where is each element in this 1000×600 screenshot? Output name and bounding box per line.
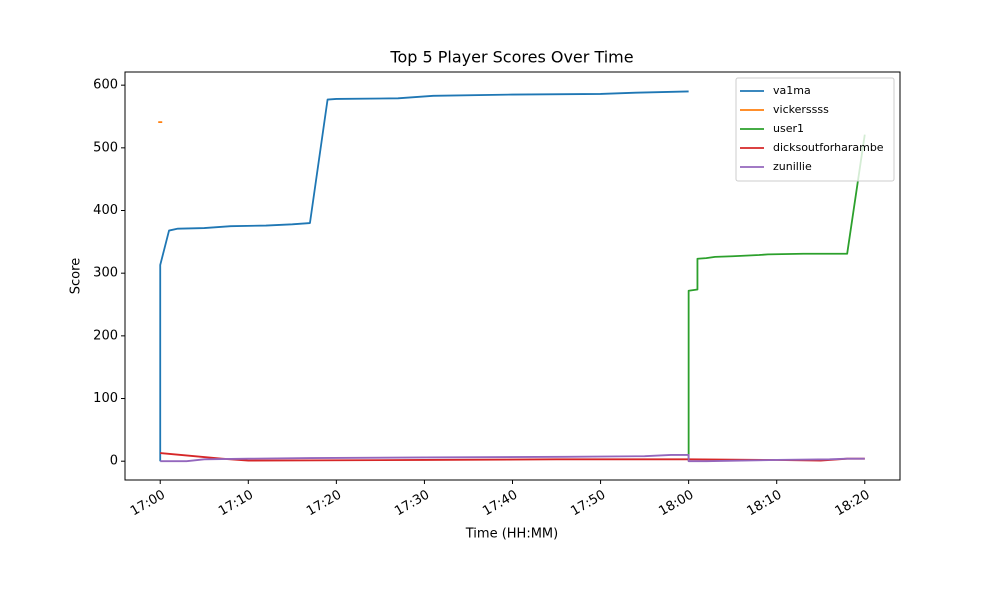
x-axis-label: Time (HH:MM) bbox=[465, 527, 558, 542]
series-line bbox=[160, 454, 865, 463]
y-tick-label: 400 bbox=[93, 203, 118, 218]
y-tick-label: 600 bbox=[93, 78, 118, 93]
x-tick-label: 17:50 bbox=[568, 488, 608, 520]
x-tick-label: 17:30 bbox=[392, 488, 432, 520]
y-tick-label: 200 bbox=[93, 328, 118, 343]
legend: va1ma vickerssss user1 dicksoutforharambe zu… bbox=[735, 77, 895, 182]
x-tick-label: 17:00 bbox=[128, 488, 168, 520]
legend-label: va1ma bbox=[773, 84, 811, 97]
x-tick-label: 17:40 bbox=[480, 488, 520, 520]
y-tick-label: 0 bbox=[110, 454, 118, 469]
x-tick-label: 18:10 bbox=[745, 488, 785, 520]
x-tick-label: 17:10 bbox=[216, 488, 256, 520]
legend-box bbox=[735, 77, 895, 182]
y-tick-label: 500 bbox=[93, 140, 118, 155]
series-line bbox=[687, 134, 866, 462]
legend-label: zunillie bbox=[773, 160, 812, 173]
x-tick-label: 18:20 bbox=[833, 488, 873, 520]
x-tick-label: 17:20 bbox=[304, 488, 344, 520]
y-tick-label: 300 bbox=[93, 266, 118, 281]
x-tick-label: 18:00 bbox=[656, 488, 696, 520]
legend-label: user1 bbox=[773, 122, 804, 135]
chart-title: Top 5 Player Scores Over Time bbox=[389, 48, 633, 67]
y-tick-label: 100 bbox=[93, 391, 118, 406]
y-axis-label: Score bbox=[69, 258, 84, 294]
series-line bbox=[159, 90, 689, 462]
legend-label: dicksoutforharambe bbox=[773, 141, 884, 154]
plot-frame bbox=[124, 71, 901, 481]
legend-label: vickerssss bbox=[773, 103, 829, 116]
